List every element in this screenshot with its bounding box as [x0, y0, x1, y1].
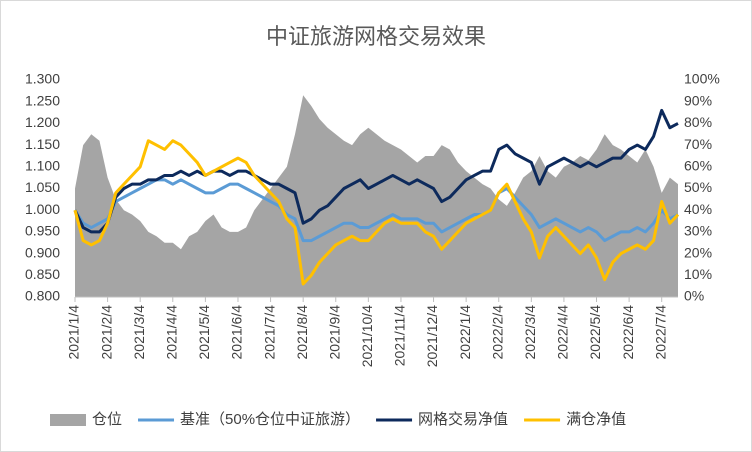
- x-tick-label: 2022/6/4: [620, 305, 636, 360]
- y-tick-label: 1.200: [25, 114, 60, 130]
- x-tick-label: 2021/12/4: [424, 305, 440, 367]
- x-tick-label: 2021/1/4: [66, 305, 82, 360]
- y-tick-label: 0.950: [25, 223, 60, 239]
- y2-tick-label: 80%: [684, 114, 712, 130]
- x-tick-label: 2022/1/4: [457, 305, 473, 360]
- x-tick-label: 2022/3/4: [522, 305, 538, 360]
- chart-title: 中证旅游网格交易效果: [266, 24, 486, 49]
- line: [73, 108, 679, 234]
- y2-tick-label: 70%: [684, 136, 712, 152]
- y-tick-label: 1.150: [25, 136, 60, 152]
- legend-swatch: [50, 414, 86, 426]
- y-tick-label: 1.100: [25, 158, 60, 174]
- line: [73, 139, 680, 286]
- y2-tick-label: 10%: [684, 266, 712, 282]
- x-tick-label: 2021/4/4: [163, 305, 179, 360]
- x-tick-label: 2021/6/4: [229, 305, 245, 360]
- x-tick-label: 2021/11/4: [392, 305, 408, 366]
- y2-tick-label: 90%: [684, 92, 712, 108]
- line: [73, 178, 679, 243]
- legend-label: 网格交易净值: [418, 410, 508, 428]
- x-tick-label: 2021/5/4: [196, 305, 212, 360]
- x-tick-label: 2021/7/4: [261, 305, 277, 360]
- x-tick-label: 2021/9/4: [326, 305, 342, 360]
- y-tick-label: 1.250: [25, 92, 60, 108]
- y2-tick-label: 0%: [684, 288, 704, 304]
- y2-tick-label: 40%: [684, 201, 712, 217]
- y-tick-label: 1.300: [25, 71, 60, 87]
- legend-label: 基准（50%仓位中证旅游）: [180, 411, 360, 428]
- y-tick-label: 0.850: [25, 266, 60, 282]
- y-tick-label: 0.800: [25, 288, 60, 304]
- y-tick-label: 1.050: [25, 179, 60, 195]
- y2-tick-label: 30%: [684, 223, 712, 239]
- legend-label: 满仓净值: [566, 411, 626, 428]
- x-tick-label: 2022/5/4: [587, 305, 603, 360]
- x-tick-label: 2022/7/4: [652, 305, 668, 360]
- x-tick-label: 2021/3/4: [131, 305, 147, 360]
- y2-tick-label: 50%: [684, 179, 712, 195]
- area: [75, 95, 678, 297]
- y2-tick-label: 60%: [684, 158, 712, 174]
- y-tick-label: 0.900: [25, 244, 60, 260]
- x-tick-label: 2022/2/4: [489, 305, 505, 360]
- x-tick-label: 2021/8/4: [294, 305, 310, 360]
- x-tick-label: 2022/4/4: [555, 305, 571, 360]
- x-tick-label: 2021/2/4: [98, 305, 114, 360]
- y2-tick-label: 20%: [684, 244, 712, 260]
- y2-tick-label: 100%: [684, 71, 720, 87]
- y-tick-label: 1.000: [25, 201, 60, 217]
- legend-label: 仓位: [92, 411, 122, 428]
- x-tick-label: 2021/10/4: [359, 305, 375, 367]
